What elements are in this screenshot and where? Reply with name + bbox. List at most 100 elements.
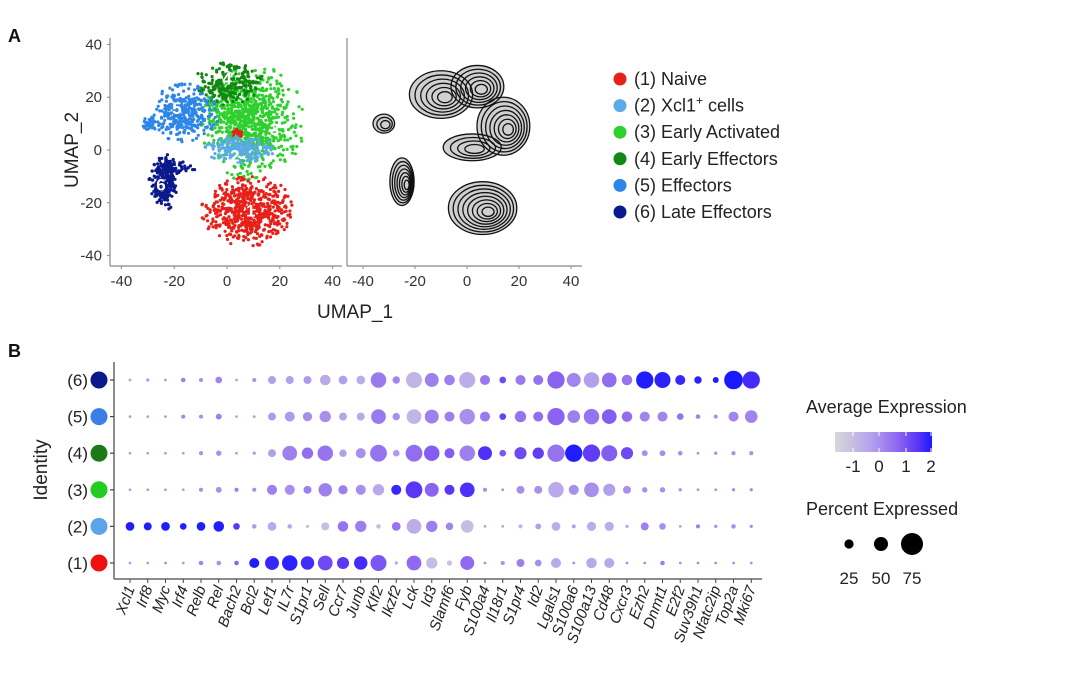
umap-point-cluster-5 (164, 127, 168, 132)
umap-point-cluster-6 (154, 182, 158, 186)
umap-point-cluster-4 (245, 90, 249, 94)
dot-1-Suv39h1 (696, 561, 700, 565)
contour-line (457, 188, 511, 230)
umap-point-cluster-5 (194, 110, 198, 115)
umap-point-cluster-5 (161, 131, 165, 135)
umap-point-cluster-2 (224, 138, 228, 142)
umap-point-cluster-5 (198, 107, 203, 111)
umap-point-cluster-4 (225, 86, 229, 90)
umap-point-cluster-1 (276, 221, 280, 225)
dot-3-Xcl1 (128, 488, 132, 492)
contour-line (474, 83, 489, 95)
umap-point-cluster-1 (246, 238, 250, 242)
umap-point-cluster-1 (275, 195, 279, 199)
umap-point-cluster-6 (163, 198, 167, 202)
umap-point-cluster-6 (159, 195, 163, 199)
umap-point-cluster-6 (171, 188, 175, 192)
umap-point-cluster-1 (263, 223, 267, 227)
umap-point-cluster-3 (300, 139, 304, 143)
dot-5-Nfatc2ip (713, 414, 718, 419)
umap-point-cluster-1 (283, 194, 287, 198)
umap-point-cluster-2 (262, 143, 266, 147)
umap-point-cluster-5 (166, 115, 170, 119)
umap-point-cluster-4 (229, 85, 233, 89)
dot-3-Ezh2 (642, 487, 648, 493)
umap-point-cluster-1 (279, 208, 284, 212)
umap-point-cluster-5 (177, 92, 181, 97)
umap-point-cluster-1 (227, 224, 231, 228)
umap-point-cluster-3 (294, 134, 298, 138)
contour-line (396, 168, 413, 199)
umap-point-cluster-3 (238, 104, 242, 108)
dot-3-S100a6 (568, 484, 579, 495)
umap-point-cluster-6 (157, 186, 161, 190)
umap-point-cluster-5 (163, 111, 167, 115)
umap-point-cluster-6 (172, 160, 176, 164)
umap-point-cluster-5 (196, 118, 200, 122)
umap-point-cluster-3 (277, 145, 281, 150)
umap-point-cluster-6 (167, 202, 171, 207)
umap-point-cluster-5 (205, 125, 209, 129)
umap-y-tick-label: 20 (85, 89, 102, 106)
dot-3-Klf2 (372, 484, 385, 496)
umap-point-cluster-1 (257, 202, 261, 207)
dot-5-Klf2 (371, 409, 386, 424)
umap-point-cluster-3 (243, 137, 247, 141)
umap-point-cluster-4 (250, 69, 254, 73)
umap-point-cluster-5 (178, 123, 182, 127)
dot-5-Id2 (533, 411, 544, 422)
umap-point-cluster-3 (275, 95, 279, 99)
umap-point-cluster-5 (208, 96, 212, 100)
dot-4-Mki67 (749, 451, 754, 456)
umap-point-cluster-3 (278, 103, 282, 107)
umap-point-cluster-5 (172, 122, 176, 126)
umap-point-cluster-1 (206, 219, 210, 223)
umap-point-cluster-3 (269, 76, 274, 80)
umap-point-cluster-3 (231, 112, 235, 117)
umap-point-cluster-5 (177, 103, 181, 107)
umap-point-cluster-3 (262, 71, 266, 75)
umap-point-cluster-5 (187, 94, 191, 98)
umap-point-cluster-3 (225, 116, 229, 120)
umap-point-cluster-3 (253, 176, 258, 180)
umap-point-cluster-6 (155, 200, 159, 204)
contour-line (394, 164, 414, 201)
umap-point-cluster-3 (224, 129, 228, 133)
dot-1-Lgals1 (550, 557, 562, 569)
umap-point-cluster-4 (239, 86, 243, 90)
umap-point-cluster-1 (212, 208, 216, 212)
umap-point-cluster-1 (246, 197, 250, 201)
umap-point-cluster-1 (269, 235, 273, 239)
dot-2-E2f2 (678, 525, 682, 528)
umap-point-cluster-6 (171, 158, 175, 162)
umap-point-cluster-3 (237, 72, 241, 76)
contour-line (476, 96, 531, 156)
umap-point-cluster-2 (234, 154, 239, 158)
gene-label-Rel: Rel (204, 583, 228, 611)
dot-1-Klf2 (370, 554, 387, 572)
umap-point-cluster-3 (226, 107, 230, 111)
dot-6-Ccr7 (338, 375, 348, 385)
panel-label-b: B (8, 341, 21, 361)
dot-4-Bcl2 (252, 451, 256, 455)
legend-prefix: (1) (634, 69, 661, 89)
dot-4-Lef1 (268, 449, 276, 458)
umap-point-cluster-1 (205, 213, 209, 217)
umap-point-cluster-1 (227, 215, 231, 219)
umap-point-cluster-6 (169, 164, 173, 168)
umap-point-cluster-1 (269, 222, 273, 226)
legend-label-3: (3) Early Activated (634, 122, 780, 142)
umap-point-cluster-3 (259, 131, 263, 135)
umap-point-cluster-2 (245, 151, 249, 155)
dot-6-S100a6 (566, 373, 581, 387)
umap-point-cluster-1 (235, 198, 240, 202)
dot-4-Fyb (459, 445, 475, 461)
umap-point-cluster-4 (210, 82, 214, 86)
umap-point-cluster-6 (171, 183, 175, 187)
umap-point-cluster-1 (289, 200, 293, 204)
umap-point-cluster-3 (232, 115, 236, 119)
umap-point-cluster-3 (246, 172, 250, 176)
umap-point-cluster-3 (250, 134, 254, 138)
umap-point-cluster-5 (156, 120, 160, 124)
umap-point-cluster-4 (256, 81, 260, 85)
